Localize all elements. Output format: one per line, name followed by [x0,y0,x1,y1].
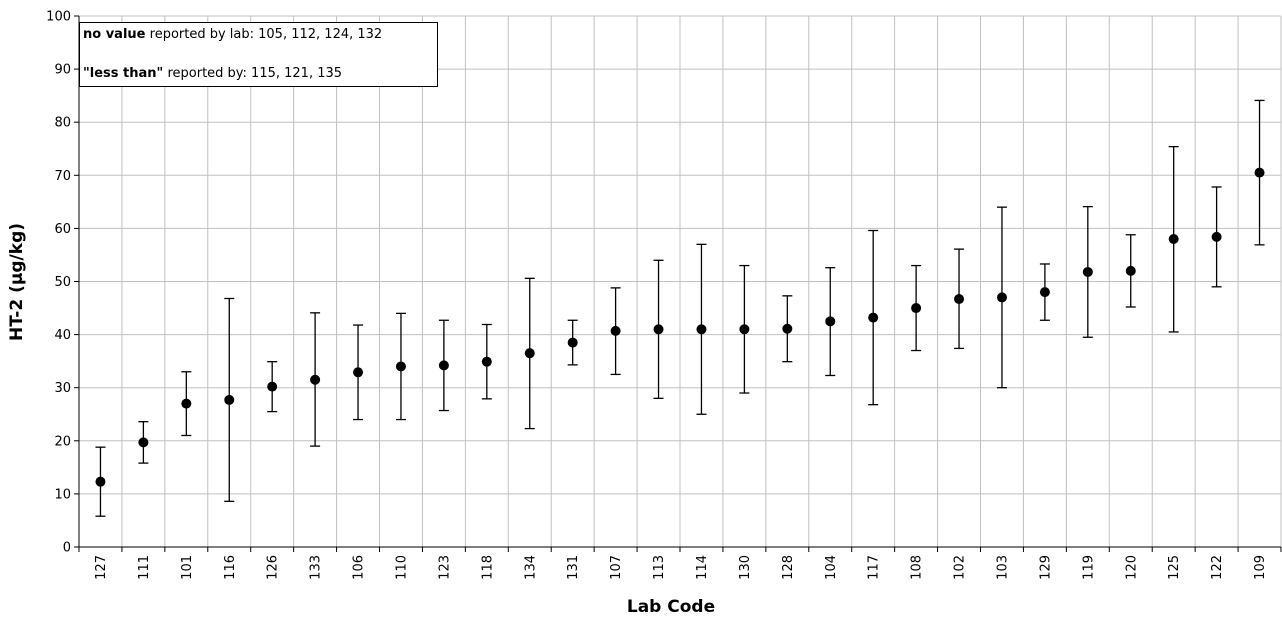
data-point [310,374,321,385]
x-tick-label: 108 [910,555,925,580]
x-tick-label: 110 [394,555,409,580]
data-point [996,292,1007,303]
x-tick-label: 118 [480,555,495,580]
data-point [739,324,750,335]
note-no-value-text: reported by lab: 105, 112, 124, 132 [145,27,383,42]
note-less-than-text: reported by: 115, 121, 135 [163,66,343,81]
data-points [95,167,1265,487]
data-point [267,381,278,392]
x-tick-label: 131 [566,555,581,580]
x-tick-label: 125 [1167,555,1182,580]
data-point [395,361,406,372]
x-tick-label: 103 [995,555,1010,580]
x-tick-label: 104 [824,555,839,580]
x-tick-label: 123 [437,555,452,580]
x-axis-title: Lab Code [627,597,715,617]
y-tick-label: 80 [54,116,71,131]
y-tick-label: 20 [54,434,71,449]
data-point [567,337,578,348]
data-point [224,394,235,405]
x-tick-label: 109 [1253,555,1268,580]
y-tick-label: 10 [54,487,71,502]
data-point [653,324,664,335]
y-tick-label: 50 [54,275,71,290]
x-tick-label: 130 [738,555,753,580]
data-point [1254,167,1265,178]
x-tick-label: 113 [652,555,667,580]
note-no-value: no value reported by lab: 105, 112, 124,… [83,27,382,42]
x-tick-label: 101 [180,555,195,580]
y-tick-label: 40 [54,328,71,343]
note-less-than: "less than" reported by: 115, 121, 135 [83,66,342,81]
x-tick-label: 106 [352,555,367,580]
note-no-value-bold: no value [83,27,146,42]
data-point [868,312,879,323]
y-axis-ticks: 0 10 20 30 40 50 60 70 80 90 100 [46,10,79,556]
data-point [696,324,707,335]
data-point [138,437,149,448]
y-tick-label: 90 [54,63,71,78]
data-point [95,476,106,487]
x-tick-label: 116 [223,555,238,580]
data-point [911,303,922,314]
data-point [782,323,793,334]
x-tick-label: 119 [1081,555,1096,580]
annotation-box: no value reported by lab: 105, 112, 124,… [79,22,438,87]
y-tick-label: 100 [46,10,71,25]
data-point [1211,231,1222,242]
data-point [438,360,449,371]
x-tick-label: 126 [266,555,281,580]
x-tick-label: 102 [953,555,968,580]
x-tick-label: 107 [609,555,624,580]
x-tick-label: 114 [695,555,710,580]
data-point [1039,287,1050,298]
data-point [1082,266,1093,277]
y-tick-label: 0 [63,541,71,556]
x-tick-label: 122 [1210,555,1225,580]
x-tick-label: 117 [867,555,882,580]
x-tick-label: 133 [309,555,324,580]
data-point [825,316,836,327]
note-less-than-bold: "less than" [83,66,164,81]
data-point [1168,234,1179,245]
data-point [1125,265,1136,276]
data-point [954,294,965,305]
x-tick-label: 127 [94,555,109,580]
data-point [353,367,364,378]
y-tick-label: 30 [54,381,71,396]
data-point [481,356,492,367]
y-tick-label: 70 [54,169,71,184]
x-tick-label: 111 [137,555,152,580]
data-point [524,348,535,359]
data-point [610,325,621,336]
x-tick-label: 120 [1124,555,1139,580]
x-tick-label: 129 [1038,555,1053,580]
x-tick-label: 128 [781,555,796,580]
x-tick-label: 134 [523,555,538,580]
y-tick-label: 60 [54,222,71,237]
x-axis-ticks: 127 111 101 116 126 133 106 110 123 118 134 131 107 1… [78,547,1282,580]
data-point [181,398,192,409]
y-axis-title: HT-2 (µg/kg) [7,223,27,341]
